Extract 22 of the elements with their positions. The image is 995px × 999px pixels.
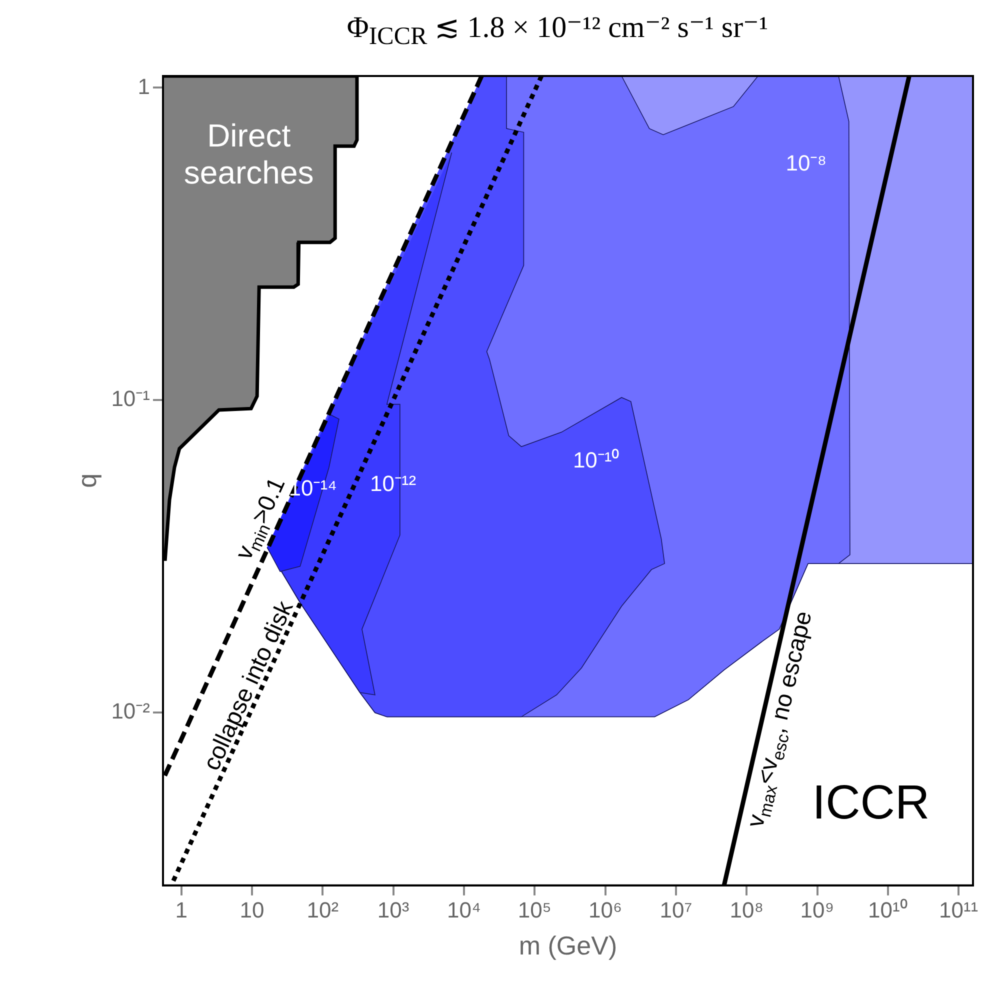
x-tick-label: 10³ [377,898,410,923]
x-tick-label: 10⁴ [447,898,481,923]
x-tick-label: 10¹⁰ [868,898,908,923]
series-label: 10⁻¹⁰ [572,447,620,472]
x-tick-label: 10⁵ [518,898,552,923]
y-axis-title: q [72,473,102,488]
y-tick-label: 1 [138,74,150,99]
y-tick-label: 10⁻² [111,698,150,724]
x-tick-label: 10⁹ [800,898,834,923]
text: vmin>0.1 [230,474,291,564]
x-tick-label: 1 [175,898,188,923]
x-tick-label: 10⁶ [588,898,622,923]
series-label: Direct searches [184,118,314,190]
x-tick-label: 10 [240,898,264,923]
x-axis-title: m (GeV) [518,930,618,961]
x-tick-label: 10⁸ [730,898,764,923]
x-tick-label: 10⁷ [660,898,692,923]
y-tick-label: 10⁻¹ [111,386,150,412]
series-label: 10⁻⁸ [786,150,827,176]
x-tick-label: 10² [306,898,339,923]
x-tick-label: 10¹¹ [939,898,978,923]
chart-title: Φ$_{ICCR}$ ≲ 1.8 × 10⁻¹² cm⁻² s⁻¹ sr⁻¹ [346,10,770,52]
